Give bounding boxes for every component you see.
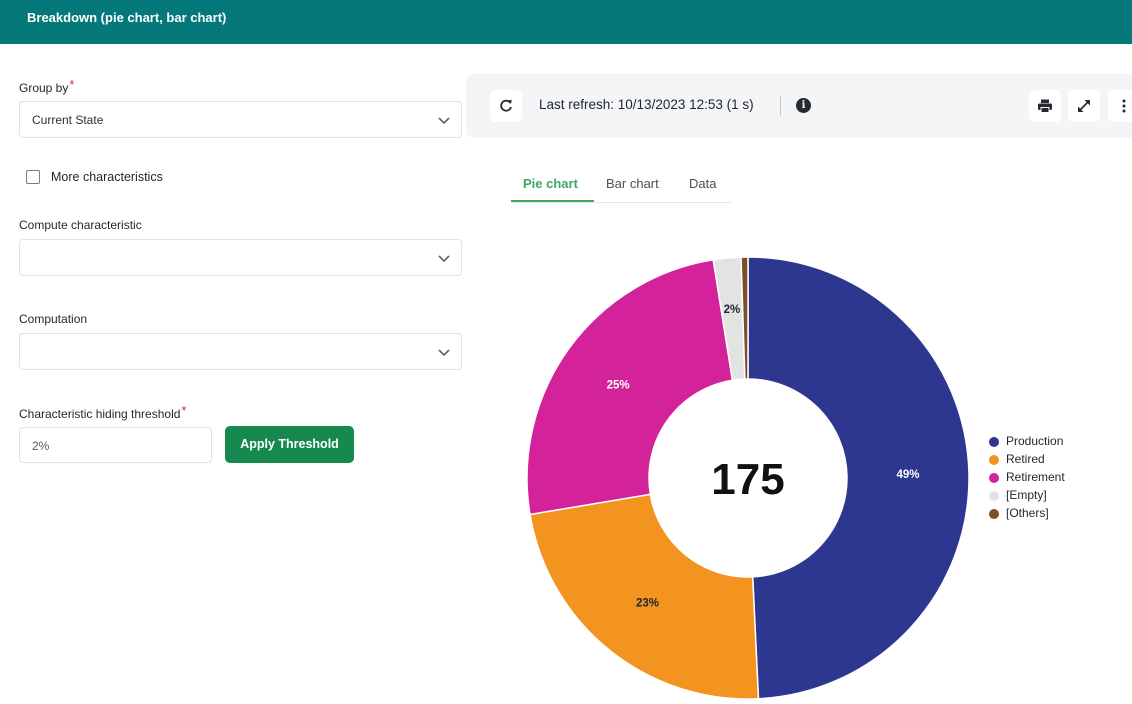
expand-icon: [1078, 100, 1090, 112]
pie-slice-retirement[interactable]: [526, 258, 734, 516]
print-button[interactable]: [1029, 90, 1061, 122]
compute-characteristic-label: Compute characteristic: [19, 218, 142, 232]
apply-threshold-button[interactable]: Apply Threshold: [225, 426, 354, 463]
more-characteristics-label[interactable]: More characteristics: [51, 170, 163, 184]
more-vertical-icon: [1122, 99, 1126, 113]
computation-label: Computation: [19, 312, 88, 326]
required-marker: *: [181, 403, 187, 418]
required-marker: *: [69, 77, 75, 92]
donut-center-total: 175: [711, 455, 784, 504]
last-refresh-text: Last refresh: 10/13/2023 12:53 (1 s): [539, 97, 754, 112]
legend-label: Retired: [1006, 452, 1045, 466]
pie-slice-production[interactable]: [747, 256, 970, 700]
chart-tabs: Pie chart Bar chart Data: [511, 168, 731, 203]
chevron-down-icon: [438, 255, 450, 263]
info-icon[interactable]: i: [796, 98, 811, 113]
pie-slice-retired[interactable]: [529, 493, 760, 700]
legend-swatch: [989, 455, 999, 465]
legend-label: [Others]: [1006, 506, 1049, 520]
legend-swatch: [989, 509, 999, 519]
donut-chart: 49% 23% 25% 2% 175: [526, 256, 970, 700]
chevron-down-icon: [438, 117, 450, 125]
group-by-select[interactable]: Current State: [19, 101, 462, 138]
legend-label: Retirement: [1006, 470, 1065, 484]
compute-characteristic-select[interactable]: [19, 239, 462, 276]
legend-swatch: [989, 473, 999, 483]
tab-data[interactable]: Data: [689, 176, 717, 191]
hiding-threshold-input[interactable]: 2%: [19, 427, 212, 463]
slice-data-label: 23%: [636, 598, 659, 610]
slice-data-label: 2%: [724, 304, 741, 316]
expand-button[interactable]: [1068, 90, 1100, 122]
more-options-button[interactable]: [1108, 90, 1132, 122]
pie-slice-others[interactable]: [740, 256, 749, 380]
chart-toolbar: Last refresh: 10/13/2023 12:53 (1 s) i: [466, 74, 1132, 138]
page-header: Breakdown (pie chart, bar chart): [0, 0, 1132, 44]
legend-label: [Empty]: [1006, 488, 1047, 502]
hiding-threshold-value: 2%: [32, 439, 50, 453]
legend-label: Production: [1006, 434, 1064, 448]
computation-select[interactable]: [19, 333, 462, 370]
toolbar-divider: [780, 96, 781, 116]
print-icon: [1038, 99, 1052, 113]
refresh-icon: [500, 99, 512, 112]
slice-data-label: 25%: [607, 380, 630, 392]
tab-pie-chart[interactable]: Pie chart: [523, 176, 578, 191]
active-tab-indicator: [511, 200, 594, 202]
hiding-threshold-label: Characteristic hiding threshold*: [19, 403, 187, 421]
page-title: Breakdown (pie chart, bar chart): [27, 10, 227, 25]
chevron-down-icon: [438, 349, 450, 357]
group-by-value: Current State: [32, 113, 104, 127]
slice-data-label: 49%: [896, 469, 919, 481]
more-characteristics-checkbox[interactable]: [26, 170, 40, 184]
tab-bar-chart[interactable]: Bar chart: [606, 176, 659, 191]
legend-swatch: [989, 491, 999, 501]
legend-swatch: [989, 437, 999, 447]
group-by-label: Group by*: [19, 77, 75, 95]
refresh-button[interactable]: [490, 90, 522, 122]
